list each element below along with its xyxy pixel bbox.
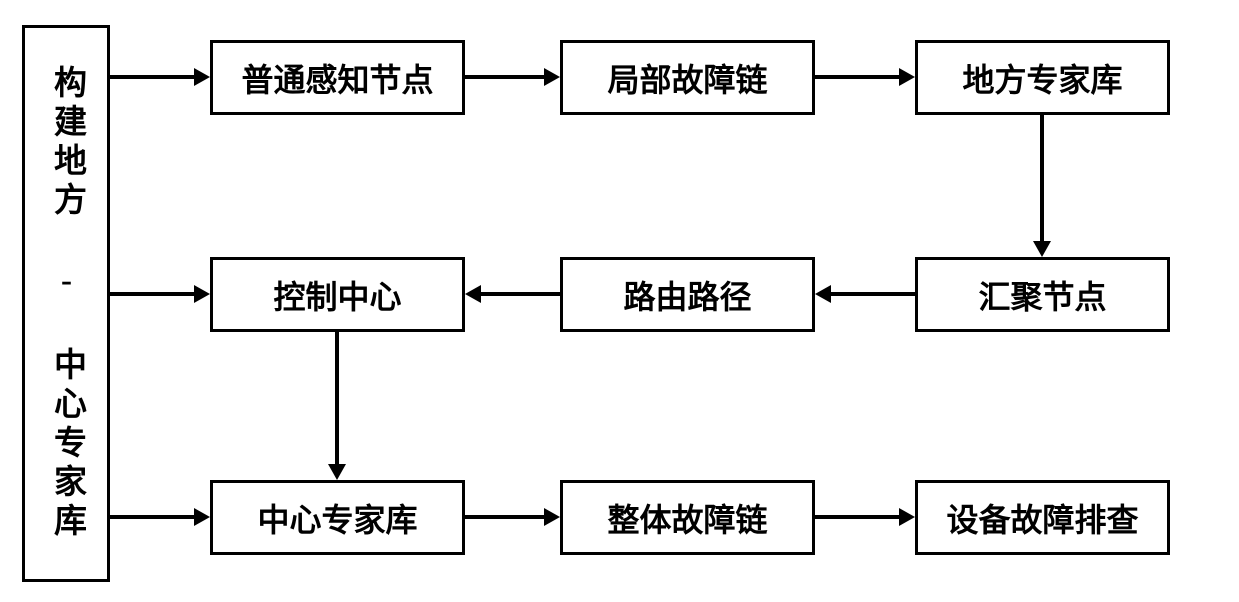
edge-n7-n8-head: [544, 508, 560, 526]
edge-n1-n2: [465, 75, 544, 79]
node-n4: 控制中心: [210, 257, 465, 332]
edge-n4-n7-head: [328, 464, 346, 480]
node-n6-label: 汇聚节点: [978, 272, 1106, 318]
edge-source-n1: [110, 75, 194, 79]
edge-n3-n6: [1040, 115, 1044, 241]
node-n4-label: 控制中心: [273, 272, 401, 318]
edge-source-n4-head: [194, 285, 210, 303]
edge-source-n4: [110, 292, 194, 296]
edge-n6-n5-head: [815, 285, 831, 303]
node-n3: 地方专家库: [915, 40, 1170, 115]
edge-n4-n7: [335, 332, 339, 464]
node-n9-label: 设备故障排查: [946, 495, 1138, 541]
node-source-label: 构建地方 - 中心专家库: [45, 65, 88, 542]
node-n7-label: 中心专家库: [257, 495, 417, 541]
node-n5-label: 路由路径: [623, 272, 751, 318]
node-n2-label: 局部故障链: [607, 55, 767, 101]
edge-n5-n4-head: [465, 285, 481, 303]
edge-source-n7: [110, 515, 194, 519]
edge-n8-n9-head: [899, 508, 915, 526]
node-n6: 汇聚节点: [915, 257, 1170, 332]
node-n1: 普通感知节点: [210, 40, 465, 115]
node-source: 构建地方 - 中心专家库: [22, 25, 110, 582]
edge-n6-n5: [831, 292, 915, 296]
edge-source-n1-head: [194, 68, 210, 86]
node-n5: 路由路径: [560, 257, 815, 332]
edge-source-n7-head: [194, 508, 210, 526]
node-n8-label: 整体故障链: [607, 495, 767, 541]
node-n9: 设备故障排查: [915, 480, 1170, 555]
node-n7: 中心专家库: [210, 480, 465, 555]
node-n1-label: 普通感知节点: [241, 55, 433, 101]
node-n2: 局部故障链: [560, 40, 815, 115]
edge-n7-n8: [465, 515, 544, 519]
edge-n1-n2-head: [544, 68, 560, 86]
node-n3-label: 地方专家库: [962, 55, 1122, 101]
edge-n3-n6-head: [1033, 241, 1051, 257]
node-n8: 整体故障链: [560, 480, 815, 555]
edge-n2-n3: [815, 75, 899, 79]
edge-n5-n4: [481, 292, 560, 296]
edge-n2-n3-head: [899, 68, 915, 86]
edge-n8-n9: [815, 515, 899, 519]
